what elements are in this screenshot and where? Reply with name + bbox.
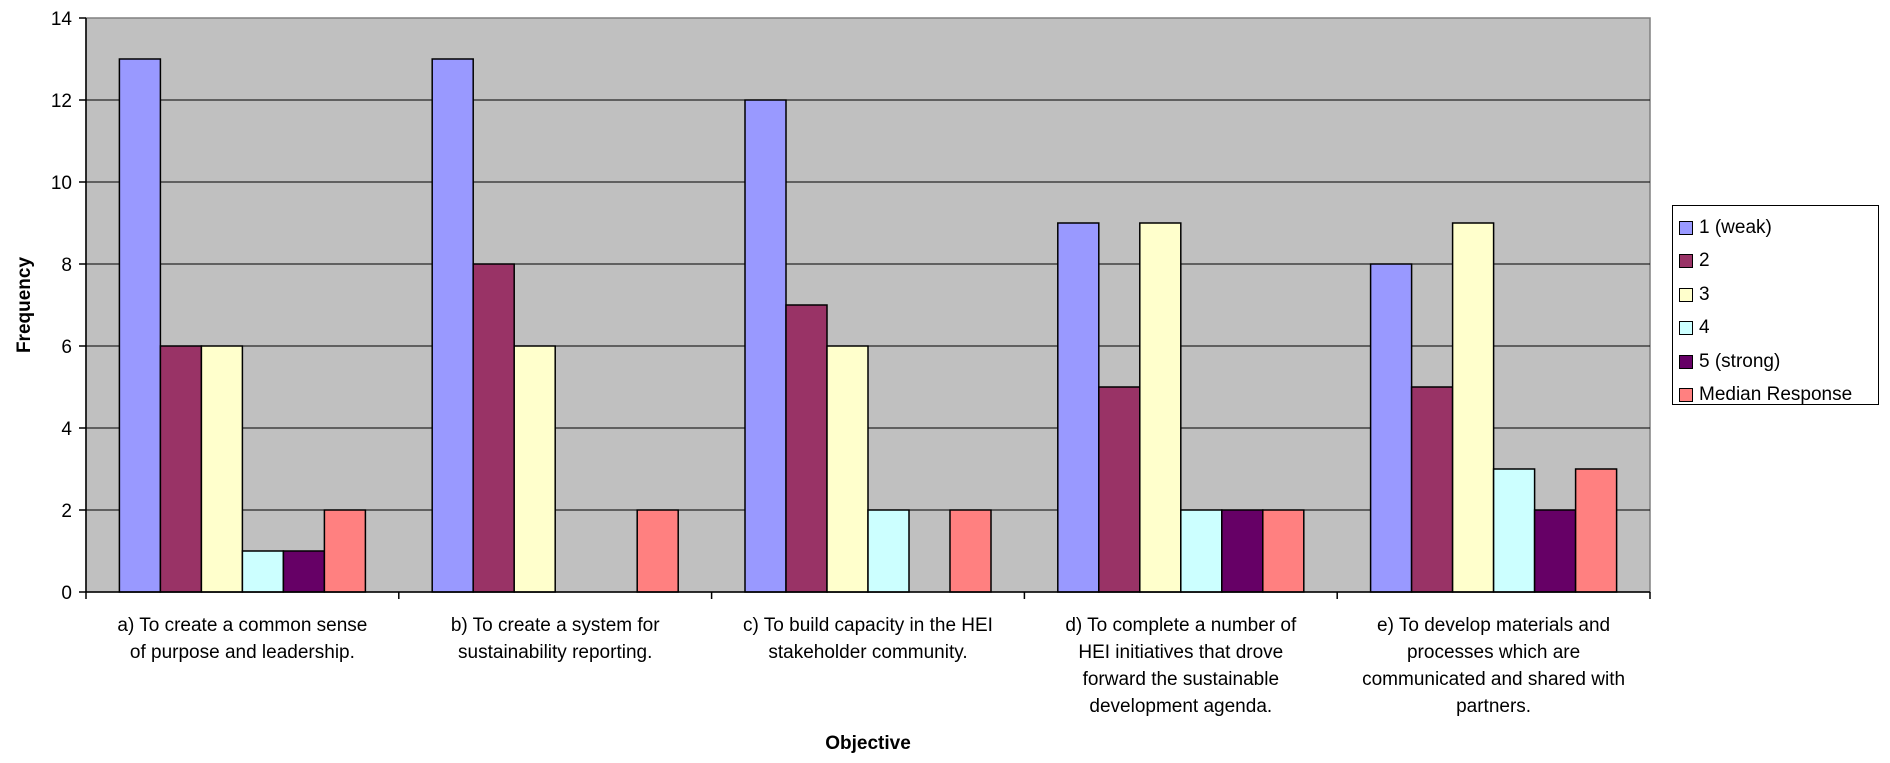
x-category-label-line: partners.: [1456, 696, 1531, 717]
x-category-label-line: d) To complete a number of: [1065, 615, 1297, 636]
legend: 1 (weak) 2 3 4 5 (strong) Median Response: [1672, 205, 1879, 405]
legend-label: 1 (weak): [1699, 217, 1772, 239]
x-category-label-line: processes which are: [1407, 642, 1580, 663]
y-tick-label: 14: [51, 9, 73, 30]
bar: [160, 346, 201, 592]
bar: [745, 100, 786, 592]
bar: [1453, 223, 1494, 592]
bar: [1576, 469, 1617, 592]
bar: [868, 510, 909, 592]
legend-label: 3: [1699, 284, 1710, 306]
y-tick-label: 6: [61, 337, 72, 358]
bar: [473, 264, 514, 592]
legend-item: 5 (strong): [1679, 345, 1872, 379]
legend-item: 3: [1679, 278, 1872, 312]
x-axis-label: Objective: [825, 733, 911, 754]
x-category-label-line: stakeholder community.: [768, 642, 967, 663]
legend-item: Median Response: [1679, 379, 1872, 413]
bar: [1099, 387, 1140, 592]
x-category-label: b) To create a system for sustainability …: [451, 615, 660, 663]
x-category-label-line: a) To create a common sense: [117, 615, 367, 636]
x-category-label: d) To complete a number of HEI initiative…: [1065, 615, 1297, 717]
bar: [119, 59, 160, 592]
bar: [1371, 264, 1412, 592]
x-category-label-line: sustainability reporting.: [458, 642, 652, 663]
bar: [1058, 223, 1099, 592]
bar: [786, 305, 827, 592]
legend-swatch: [1679, 221, 1693, 235]
x-category-label-line: e) To develop materials and: [1377, 615, 1610, 636]
y-tick-label: 0: [61, 583, 72, 604]
y-tick-label: 10: [51, 173, 72, 194]
x-category-label-line: communicated and shared with: [1362, 669, 1625, 690]
bar: [1263, 510, 1304, 592]
legend-swatch: [1679, 388, 1693, 402]
bar: [1181, 510, 1222, 592]
legend-item: 2: [1679, 245, 1872, 279]
legend-label: 4: [1699, 317, 1710, 339]
legend-label: 2: [1699, 250, 1710, 272]
x-category-label-line: b) To create a system for: [451, 615, 660, 636]
legend-item: 1 (weak): [1679, 211, 1872, 245]
y-tick-label: 2: [61, 501, 72, 522]
bar: [950, 510, 991, 592]
legend-swatch: [1679, 355, 1693, 369]
bar: [432, 59, 473, 592]
y-tick-label: 8: [61, 255, 72, 276]
bar: [1222, 510, 1263, 592]
x-category-label-line: c) To build capacity in the HEI: [743, 615, 993, 636]
bar: [1140, 223, 1181, 592]
x-category-label-line: forward the sustainable: [1083, 669, 1279, 690]
bar: [1412, 387, 1453, 592]
x-category-label: c) To build capacity in the HEI stakehold…: [743, 615, 993, 663]
bar: [1494, 469, 1535, 592]
legend-swatch: [1679, 288, 1693, 302]
legend-label: 5 (strong): [1699, 351, 1780, 373]
legend-swatch: [1679, 254, 1693, 268]
bar: [283, 551, 324, 592]
legend-label: Median Response: [1699, 384, 1852, 406]
bar: [827, 346, 868, 592]
legend-swatch: [1679, 321, 1693, 335]
y-tick-label: 4: [61, 419, 72, 440]
y-axis-label: Frequency: [14, 257, 35, 354]
bar: [1535, 510, 1576, 592]
x-category-label-line: HEI initiatives that drove: [1078, 642, 1283, 663]
bar: [201, 346, 242, 592]
x-category-label-line: development agenda.: [1089, 696, 1272, 717]
x-category-label: a) To create a common sense of purpose an…: [117, 615, 367, 663]
x-category-label-line: of purpose and leadership.: [130, 642, 355, 663]
legend-item: 4: [1679, 312, 1872, 346]
y-tick-label: 12: [51, 91, 72, 112]
x-category-label: e) To develop materials and processes whi…: [1362, 615, 1625, 717]
bar: [637, 510, 678, 592]
bar: [514, 346, 555, 592]
bar: [324, 510, 365, 592]
bar: [242, 551, 283, 592]
